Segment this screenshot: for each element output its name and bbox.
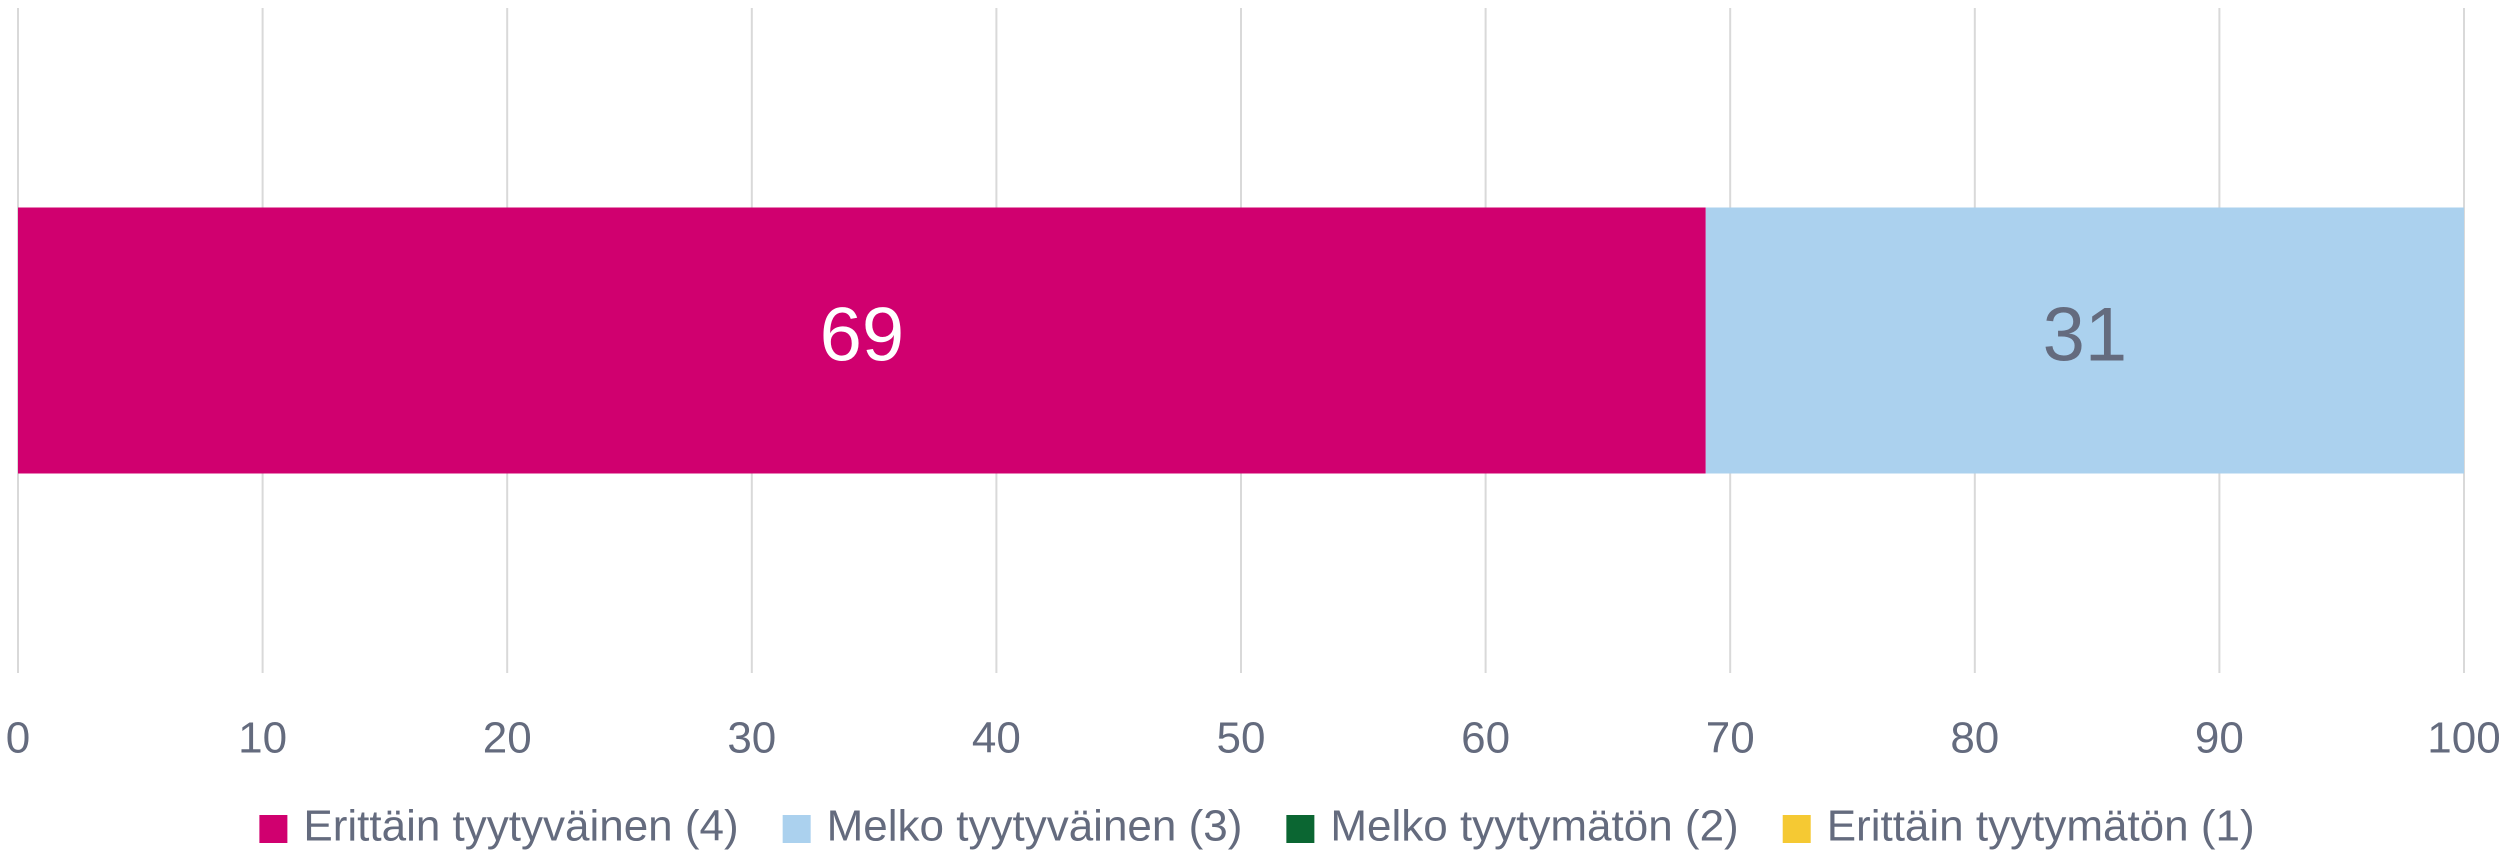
- bar-segment: [18, 207, 1706, 474]
- bar-segment: [1705, 207, 2464, 474]
- data-label: 31: [2043, 293, 2128, 378]
- legend-label: Erittäin tyytyväinen (4): [303, 802, 738, 851]
- x-tick-label: 10: [238, 714, 287, 763]
- x-tick-label: 80: [1950, 714, 1999, 763]
- x-tick-label: 50: [1217, 714, 1266, 763]
- x-tick-label: 100: [2427, 714, 2500, 763]
- x-tick-label: 60: [1461, 714, 1510, 763]
- legend-label: Melko tyytyväinen (3): [827, 802, 1243, 851]
- legend-swatch: [782, 815, 811, 843]
- x-tick-label: 90: [2195, 714, 2244, 763]
- x-tick-label: 40: [972, 714, 1021, 763]
- x-tick-label: 70: [1706, 714, 1755, 763]
- legend-swatch: [259, 815, 288, 843]
- x-tick-label: 20: [483, 714, 532, 763]
- data-label: 69: [820, 293, 905, 378]
- legend-label: Melko tyytymätön (2): [1330, 802, 1738, 851]
- legend-swatch: [1286, 815, 1315, 843]
- legend-swatch: [1782, 815, 1811, 843]
- x-tick-label: 30: [727, 714, 776, 763]
- legend-label: Erittäin tyytymätön (1): [1827, 802, 2255, 851]
- x-tick-label: 0: [6, 714, 30, 763]
